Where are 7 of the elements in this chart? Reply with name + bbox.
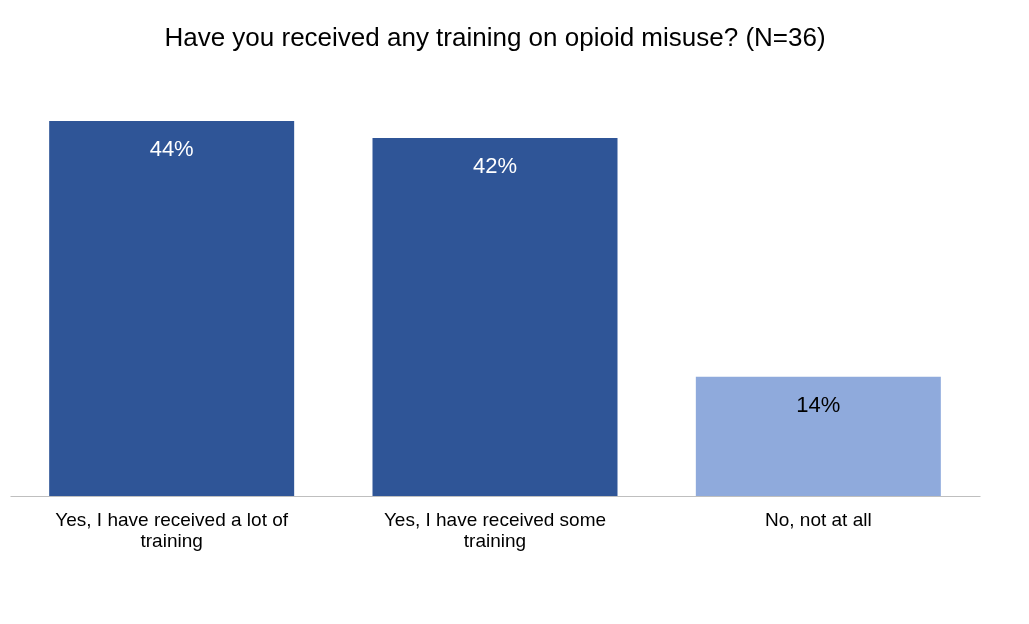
x-tick-label: Yes, I have received a lot of training: [55, 508, 289, 551]
data-label: 14%: [796, 391, 841, 417]
data-label: 44%: [149, 136, 194, 161]
data-label: 42%: [472, 153, 518, 179]
x-tick-label: No, not at all: [765, 508, 872, 530]
x-tick-label: Yes, I have received some training: [383, 508, 607, 551]
chart-title: Have you received any training on opioid misuse? (N=36): [164, 22, 826, 52]
